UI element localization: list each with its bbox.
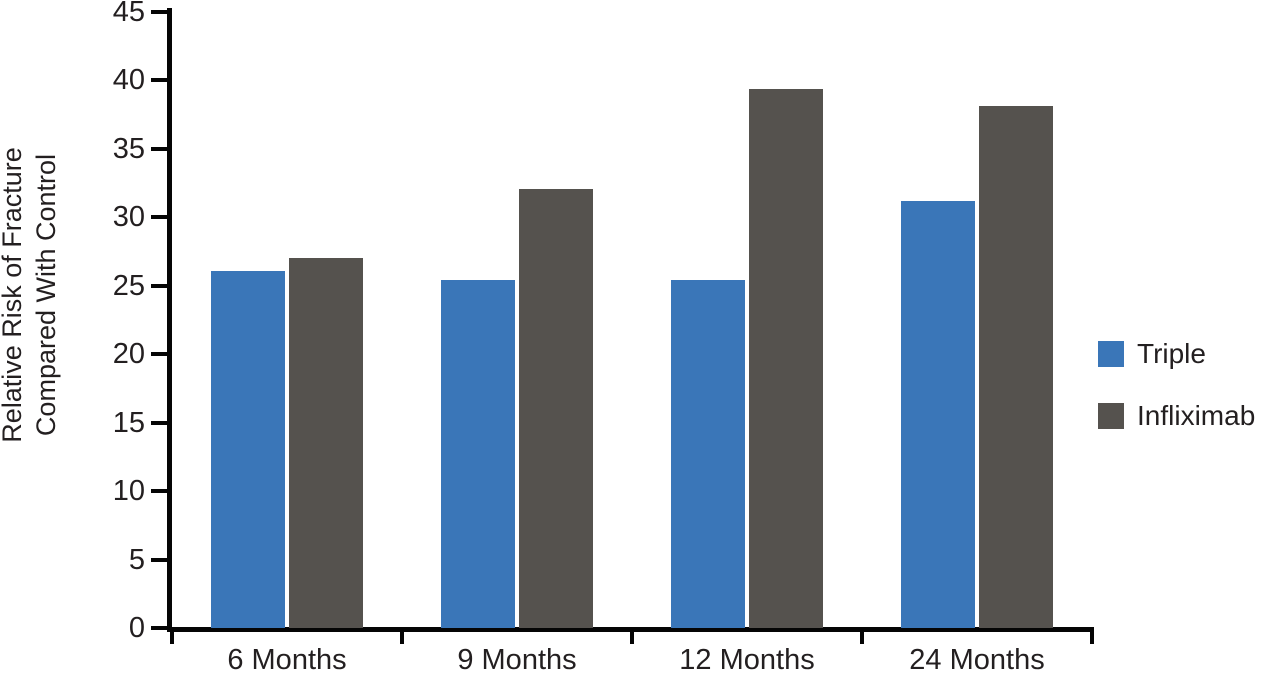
bar-group <box>402 12 632 628</box>
x-tick-mark <box>860 627 864 644</box>
bar-group <box>172 12 402 628</box>
bar-infliximab-6-months <box>289 258 363 628</box>
y-tick-mark <box>151 352 168 357</box>
y-axis-label-line-1: Relative Risk of Fracture <box>0 147 27 443</box>
y-tick-mark <box>151 10 168 14</box>
legend-item-infliximab: Infliximab <box>1098 400 1255 432</box>
x-tick-label: 12 Months <box>679 644 815 676</box>
x-axis-line <box>167 627 1092 632</box>
y-tick-mark <box>151 626 168 630</box>
legend-swatch-infliximab <box>1098 403 1124 429</box>
legend-swatch-triple <box>1098 341 1124 367</box>
y-axis-label: Relative Risk of Fracture Compared With … <box>0 95 69 495</box>
y-tick-label: 25 <box>112 269 145 302</box>
bar-triple-12-months <box>671 280 745 628</box>
y-tick-label: 5 <box>128 543 145 576</box>
bar-infliximab-24-months <box>979 106 1053 628</box>
y-axis-label-line-2: Compared With Control <box>31 153 61 437</box>
y-tick-label: 15 <box>112 406 145 439</box>
legend-label: Infliximab <box>1137 400 1256 431</box>
y-tick-label: 0 <box>128 612 145 644</box>
y-tick-mark <box>151 78 168 83</box>
legend-item-triple: Triple <box>1098 338 1255 370</box>
y-tick-label: 40 <box>112 64 145 97</box>
y-tick-label: 45 <box>112 0 145 28</box>
x-tick-mark <box>630 627 634 644</box>
x-tick-mark <box>400 627 404 644</box>
y-axis-line <box>167 8 172 632</box>
y-tick-mark <box>151 420 168 425</box>
bar-triple-9-months <box>441 280 515 628</box>
bar-triple-24-months <box>901 200 975 628</box>
y-tick-label: 30 <box>112 201 145 234</box>
y-tick-mark <box>151 283 168 288</box>
plot-area <box>172 12 1092 628</box>
y-tick-mark <box>151 557 168 562</box>
legend-label: Triple <box>1137 338 1206 369</box>
y-tick-mark <box>151 146 168 151</box>
x-axis-labels: 6 Months 9 Months 12 Months 24 Months <box>172 644 1092 677</box>
legend: Triple Infliximab <box>1098 338 1255 432</box>
y-tick-label: 20 <box>112 338 145 371</box>
x-tick-label: 6 Months <box>227 644 347 676</box>
bar-group <box>632 12 862 628</box>
y-tick-label: 10 <box>112 475 145 508</box>
bar-infliximab-9-months <box>519 188 593 628</box>
x-tick-label: 24 Months <box>909 644 1045 676</box>
x-tick-mark <box>170 627 174 644</box>
bar-infliximab-12-months <box>749 88 823 628</box>
x-tick-mark <box>1090 627 1094 644</box>
bar-triple-6-months <box>211 270 285 628</box>
bar-group <box>862 12 1092 628</box>
y-tick-label: 35 <box>112 132 145 165</box>
y-tick-mark <box>151 215 168 220</box>
x-tick-label: 9 Months <box>457 644 577 676</box>
y-tick-mark <box>151 489 168 494</box>
